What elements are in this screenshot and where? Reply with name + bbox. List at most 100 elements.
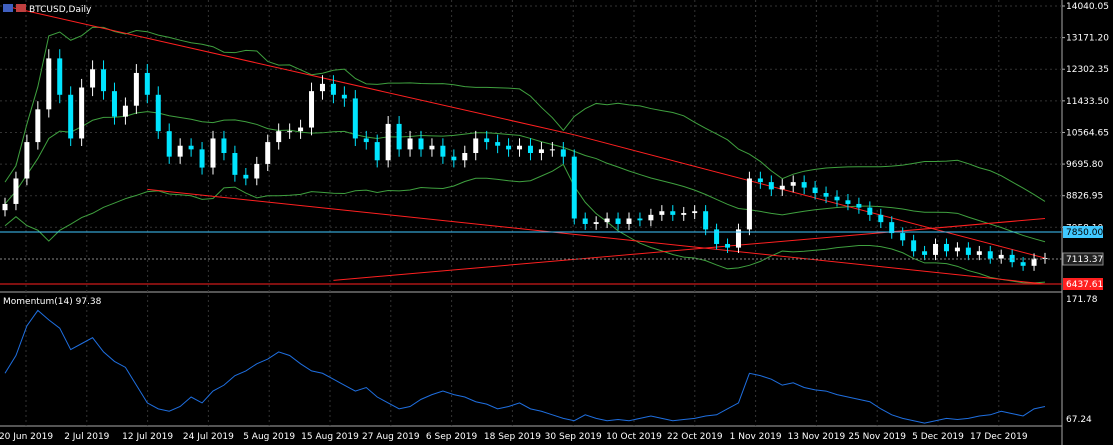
- time-tick-label: 10 Oct 2019: [606, 432, 662, 442]
- candle-body: [604, 218, 610, 223]
- time-tick-label: 1 Nov 2019: [730, 432, 782, 442]
- candle-body: [133, 72, 139, 106]
- candle-body: [670, 211, 676, 215]
- candle-body: [823, 193, 829, 197]
- candle-body: [549, 149, 555, 151]
- candle-body: [517, 145, 523, 150]
- candle-body: [276, 131, 282, 143]
- window-title: BTCUSD,Daily: [29, 5, 92, 15]
- candle-body: [298, 127, 304, 132]
- candle-body: [385, 123, 391, 161]
- candle-body: [1031, 258, 1037, 266]
- candle-body: [407, 138, 413, 150]
- candle-body: [330, 83, 336, 95]
- candle-body: [911, 240, 917, 252]
- candle-body: [429, 145, 435, 150]
- time-tick-label: 2 Jul 2019: [64, 432, 109, 442]
- price-label-current: 7113.37: [1066, 255, 1103, 265]
- candle-body: [768, 182, 774, 190]
- candle-body: [527, 145, 533, 154]
- band-middle: [4, 111, 1046, 243]
- time-tick-label: 13 Nov 2019: [788, 432, 846, 442]
- price-tick-label: 10564.65: [1066, 128, 1109, 138]
- trendline-upper-ext[interactable]: [574, 134, 1046, 259]
- candle-body: [309, 91, 315, 128]
- trendline-upper[interactable]: [4, 5, 575, 136]
- candle-body: [637, 218, 643, 221]
- candle-body: [790, 182, 796, 186]
- candle-body: [900, 233, 906, 241]
- candle-body: [976, 251, 982, 255]
- trendlines: [4, 5, 1046, 285]
- candle-body: [965, 247, 971, 255]
- candle-body: [374, 142, 380, 161]
- chart-background: [0, 0, 1062, 445]
- time-tick-label: 5 Aug 2019: [243, 432, 295, 442]
- candle-body: [319, 83, 325, 92]
- time-tick-label: 12 Jul 2019: [122, 432, 173, 442]
- time-tick-label: 5 Dec 2019: [912, 432, 964, 442]
- time-tick-label: 20 Jun 2019: [0, 432, 53, 442]
- candle-body: [987, 251, 993, 259]
- candle-body: [210, 138, 216, 168]
- momentum-series-line: [4, 309, 1046, 424]
- candle-body: [13, 178, 19, 204]
- candle-body: [199, 149, 205, 168]
- candle-body: [352, 98, 358, 139]
- candle-body: [615, 218, 621, 224]
- price-label-red: 6437.61: [1066, 280, 1103, 290]
- time-tick-label: 15 Aug 2019: [301, 432, 359, 442]
- price-tick-label: 13171.20: [1066, 34, 1109, 44]
- candle-body: [254, 163, 260, 179]
- candle-body: [725, 243, 731, 248]
- candle-body: [188, 145, 194, 150]
- time-tick-label: 30 Sep 2019: [545, 432, 602, 442]
- trendline-lower[interactable]: [147, 188, 1046, 285]
- candle-body: [593, 222, 599, 224]
- label-bg-current: [1062, 252, 1104, 266]
- time-tick-label: 17 Dec 2019: [970, 432, 1028, 442]
- candle-body: [287, 131, 293, 133]
- candle-body: [933, 243, 939, 255]
- time-tick-label: 25 Nov 2019: [848, 432, 906, 442]
- candle-body: [144, 72, 150, 95]
- candle-body: [648, 214, 654, 221]
- candle-body: [79, 87, 85, 139]
- momentum-line: [4, 309, 1046, 424]
- time-tick-label: 18 Sep 2019: [484, 432, 541, 442]
- price-tick-label: 14040.05: [1066, 2, 1109, 12]
- candle-body: [155, 94, 161, 132]
- label-bg-red: [1063, 278, 1103, 290]
- bollinger-bands: [4, 26, 1046, 284]
- chart-title: BTCUSD,Daily: [3, 4, 92, 15]
- candle-body: [998, 254, 1004, 259]
- candle-body: [845, 200, 851, 204]
- candle-body: [101, 69, 107, 92]
- candle-body: [396, 123, 402, 150]
- candle-body: [867, 207, 873, 215]
- candle-body: [166, 131, 172, 157]
- flag-icon: [16, 4, 26, 12]
- candle-body: [735, 229, 741, 248]
- indicator-label: Momentum(14) 97.38: [3, 297, 102, 307]
- time-tick-label: 24 Jul 2019: [183, 432, 234, 442]
- candle-body: [440, 145, 446, 157]
- symbol-icon: [3, 4, 13, 12]
- price-tick-label: 11433.50: [1066, 97, 1109, 107]
- candle-body: [57, 58, 63, 95]
- candle-body: [495, 142, 501, 146]
- candle-body: [232, 153, 238, 175]
- candle-body: [703, 211, 709, 230]
- candle-body: [473, 138, 479, 154]
- candle-body: [954, 247, 960, 252]
- trendline-rising[interactable]: [333, 218, 1046, 281]
- candle-body: [506, 145, 512, 150]
- price-label-cyan: 7850.00: [1066, 228, 1103, 238]
- candle-body: [714, 229, 720, 244]
- candle-body: [779, 185, 785, 190]
- candle-body: [221, 138, 227, 154]
- candle-body: [265, 142, 271, 164]
- candle-body: [922, 251, 928, 255]
- candle-body: [746, 178, 752, 230]
